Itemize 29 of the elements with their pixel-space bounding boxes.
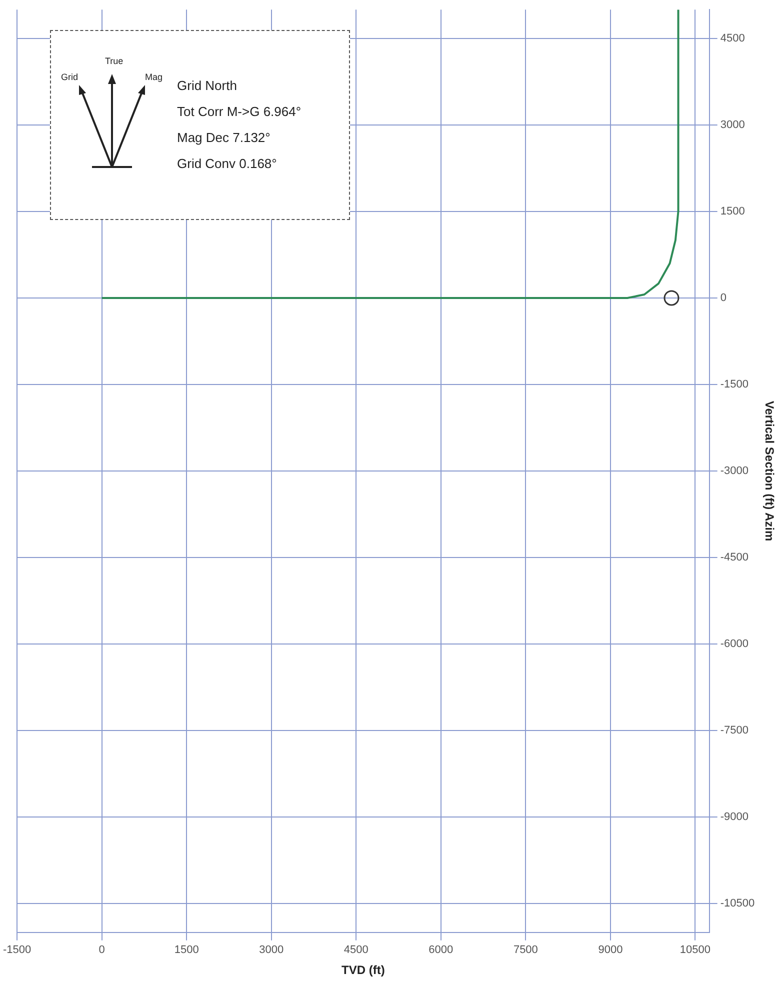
y-tick-label: -10500	[720, 898, 755, 910]
annotation: Tot Corr M->G 6.964°	[177, 103, 302, 121]
annotation: Mag	[145, 72, 163, 82]
x-axis-title: TVD (ft)	[342, 963, 385, 978]
x-tick-label: 6000	[428, 944, 454, 956]
x-tick-label: 3000	[259, 944, 284, 956]
x-tick-label: -1500	[2, 944, 32, 956]
annotation: Grid Conv 0.168°	[177, 155, 278, 173]
x-tick-label: 10500	[680, 944, 711, 956]
x-tick-label: 0	[98, 944, 105, 956]
y-tick-label: -6000	[720, 638, 748, 650]
y-tick-label: -9000	[720, 811, 748, 824]
x-tick-label: 9000	[598, 944, 623, 956]
y-tick-label: 3000	[720, 118, 745, 131]
y-tick-label: 4500	[720, 32, 745, 44]
x-tick-label: 7500	[513, 944, 538, 956]
y-tick-label: -1500	[720, 378, 748, 391]
annotation: Grid North	[177, 77, 238, 95]
x-tick-label: 4500	[344, 944, 368, 956]
y-tick-label: -4500	[720, 552, 748, 564]
annotation: Mag Dec 7.132°	[177, 129, 272, 147]
annotation: True	[105, 56, 124, 66]
y-tick-label: -7500	[720, 724, 748, 737]
x-tick-label: 1500	[174, 944, 199, 956]
y-tick-label: 1500	[720, 205, 745, 218]
y-axis-title: Vertical Section (ft) Azim	[762, 400, 776, 542]
y-tick-label: -3000	[720, 465, 748, 478]
annotation: Grid	[61, 72, 78, 82]
y-tick-label: 0	[720, 292, 726, 304]
